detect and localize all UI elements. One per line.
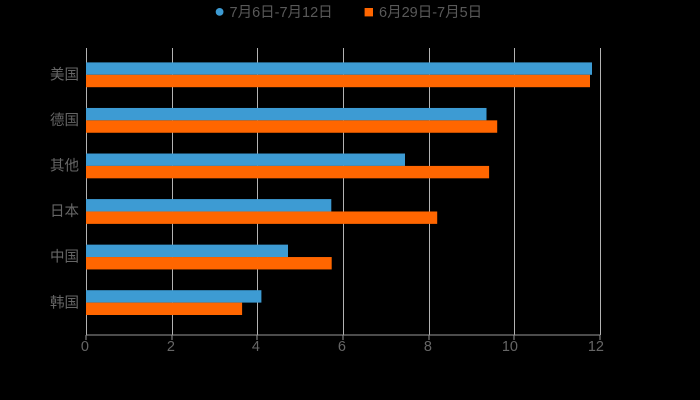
svg-text:10: 10: [502, 339, 518, 355]
svg-text:0: 0: [81, 339, 89, 355]
svg-text:中国: 中国: [50, 249, 79, 266]
svg-text:6: 6: [338, 339, 346, 355]
svg-text:美国: 美国: [50, 67, 79, 84]
svg-text:12: 12: [588, 339, 604, 355]
svg-text:德国: 德国: [50, 112, 79, 129]
svg-text:6月29日-7月5日: 6月29日-7月5日: [379, 5, 482, 21]
svg-text:日本: 日本: [50, 203, 79, 220]
svg-text:8: 8: [424, 339, 432, 355]
svg-text:2: 2: [167, 339, 175, 355]
svg-text:其他: 其他: [50, 158, 79, 175]
svg-text:韩国: 韩国: [50, 294, 79, 311]
svg-text:4: 4: [252, 339, 260, 355]
svg-text:7月6日-7月12日: 7月6日-7月12日: [230, 5, 333, 21]
